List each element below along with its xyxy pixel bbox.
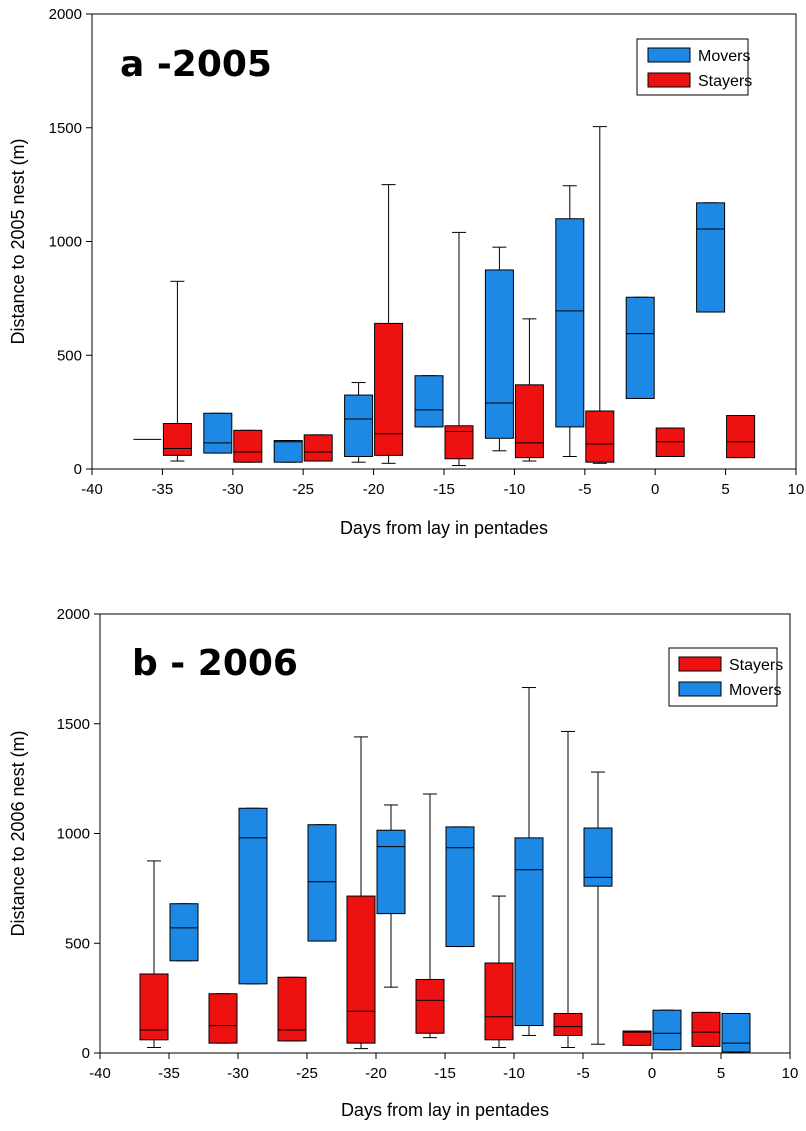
- axis-ticks: -40 -35 -30 -25 -20 -15 -10 -5 0 5 10 0 500 1000 1500 2…: [49, 6, 805, 498]
- box: [484, 269, 514, 439]
- box: [444, 425, 474, 460]
- box: [346, 895, 376, 1044]
- box: [169, 903, 199, 962]
- x-axis-title: Days from lay in pentades: [341, 1100, 549, 1120]
- x-tick-label: -25: [292, 481, 314, 498]
- legend-label: Movers: [698, 48, 750, 65]
- box: [585, 410, 615, 463]
- box: [625, 296, 655, 399]
- box: [374, 322, 404, 456]
- panel-b-2006: b - 2006 Days from lay in pentades Dista…: [8, 606, 798, 1120]
- box: [514, 384, 544, 459]
- box: [583, 827, 613, 887]
- x-tick-label: -30: [227, 1065, 249, 1082]
- box: [484, 962, 514, 1041]
- legend-label: Stayers: [698, 73, 752, 90]
- box: [691, 1011, 721, 1047]
- legend-label: Stayers: [729, 657, 783, 674]
- y-axis-title: Distance to 2005 nest (m): [8, 138, 28, 344]
- legend-swatch: [678, 656, 722, 672]
- y-tick-label: 500: [65, 935, 90, 952]
- x-tick-label: 0: [651, 481, 659, 498]
- axis-ticks: -40 -35 -30 -25 -20 -15 -10 -5 0 5 10 0 500 1000 1500 2…: [57, 606, 799, 1082]
- box: [376, 829, 406, 915]
- x-tick-label: -20: [365, 1065, 387, 1082]
- box: [652, 1009, 682, 1051]
- box: [238, 807, 268, 985]
- x-tick-label: -15: [434, 1065, 456, 1082]
- box: [555, 218, 585, 428]
- x-tick-label: 10: [788, 481, 805, 498]
- x-tick-label: 0: [648, 1065, 656, 1082]
- x-tick-label: -35: [158, 1065, 180, 1082]
- box: [307, 824, 337, 942]
- x-tick-label: -20: [363, 481, 385, 498]
- y-tick-label: 0: [74, 461, 82, 478]
- x-tick-label: -5: [578, 481, 591, 498]
- box: [655, 427, 685, 457]
- x-tick-label: -35: [152, 481, 174, 498]
- panel-title: a -2005: [120, 44, 272, 85]
- box: [726, 415, 756, 459]
- x-tick-label: 5: [721, 481, 729, 498]
- box-marks: [133, 126, 756, 467]
- x-tick-label: -40: [81, 481, 103, 498]
- box: [303, 434, 333, 462]
- x-tick-label: 5: [717, 1065, 725, 1082]
- legend-label: Movers: [729, 682, 781, 699]
- panel-a-2005: a -2005 Days from lay in pentades Distan…: [8, 6, 804, 538]
- y-tick-label: 2000: [57, 606, 90, 623]
- box: [721, 1012, 751, 1053]
- y-tick-label: 1500: [57, 716, 90, 733]
- x-tick-label: -25: [296, 1065, 318, 1082]
- box: [139, 973, 169, 1041]
- x-tick-label: -5: [576, 1065, 589, 1082]
- y-tick-label: 1000: [49, 234, 82, 251]
- legend-swatch: [647, 72, 691, 88]
- box: [415, 978, 445, 1034]
- x-tick-label: -30: [222, 481, 244, 498]
- box: [445, 826, 475, 948]
- y-tick-label: 1500: [49, 120, 82, 137]
- box: [277, 976, 307, 1042]
- y-tick-label: 1000: [57, 826, 90, 843]
- x-tick-label: 10: [782, 1065, 799, 1082]
- legend-swatch: [678, 681, 722, 697]
- x-tick-label: -15: [433, 481, 455, 498]
- box-marks: [139, 687, 751, 1053]
- legend: Movers Stayers: [636, 38, 752, 96]
- box: [553, 1012, 583, 1036]
- box: [344, 394, 374, 457]
- box: [622, 1030, 652, 1046]
- x-axis-title: Days from lay in pentades: [340, 518, 548, 538]
- y-tick-label: 2000: [49, 6, 82, 23]
- legend-swatch: [647, 47, 691, 63]
- box: [273, 440, 303, 463]
- box: [162, 423, 192, 456]
- box: [514, 837, 544, 1027]
- box: [414, 375, 444, 428]
- box: [696, 202, 726, 313]
- panel-title: b - 2006: [132, 643, 298, 684]
- x-tick-label: -40: [89, 1065, 111, 1082]
- y-axis-title: Distance to 2006 nest (m): [8, 730, 28, 936]
- box: [208, 993, 238, 1044]
- box: [203, 412, 233, 454]
- legend: Stayers Movers: [668, 647, 783, 707]
- x-tick-label: -10: [503, 1065, 525, 1082]
- box: [233, 429, 263, 463]
- x-tick-label: -10: [504, 481, 526, 498]
- y-tick-label: 500: [57, 347, 82, 364]
- y-tick-label: 0: [82, 1045, 90, 1062]
